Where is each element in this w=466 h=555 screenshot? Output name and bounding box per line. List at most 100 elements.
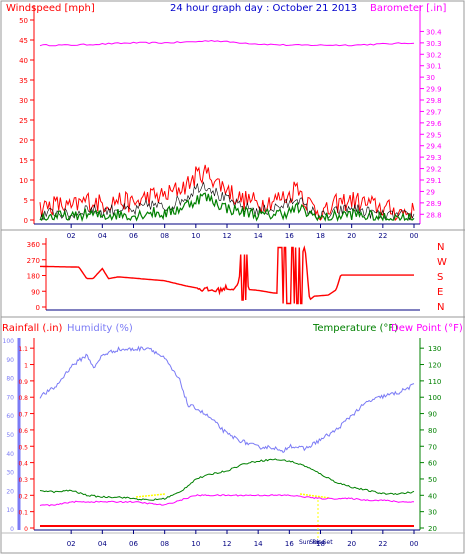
temperature-humidity-panel: 0 10 20 30 40 50 60 70 80 90 100 0 0.1 0.2 0.3 0.4 0.5 0.… xyxy=(3,338,441,548)
x-tick-label-1: 06 xyxy=(129,232,138,240)
humidity-tick-label: 20 xyxy=(6,488,14,495)
x-tick-label-1: 12 xyxy=(223,232,232,240)
x-tick-label-1: 04 xyxy=(98,232,107,240)
windspeed-tick-label: 15 xyxy=(19,157,28,165)
rainfall-tick-label: 0 xyxy=(24,526,28,533)
temperature-tick-label: 50 xyxy=(428,476,437,484)
humidity-tick-label: 80 xyxy=(6,376,14,383)
windspeed-tick-label: 30 xyxy=(19,97,28,105)
dewpoint-axis-label: Dew Point (°F) xyxy=(391,323,463,334)
rainfall-tick-label: 0.5 xyxy=(18,444,28,451)
barometer-tick-label: 29.7 xyxy=(426,108,442,116)
humidity-tick-label: 10 xyxy=(6,507,14,514)
barometer-tick-label: 30.1 xyxy=(426,63,442,71)
x-tick-label-1: 22 xyxy=(378,232,387,240)
barometer-tick-label: 28.9 xyxy=(426,200,442,208)
barometer-tick-label: 30.3 xyxy=(426,40,442,48)
humidity-tick-label: 30 xyxy=(6,470,14,477)
wind-line xyxy=(39,181,415,221)
x-tick-label-1: 10 xyxy=(191,232,200,240)
temperature-tick-label: 130 xyxy=(428,345,441,353)
rainfall-tick-label: 0.6 xyxy=(18,428,28,435)
x-tick-label-1: 02 xyxy=(67,232,76,240)
windspeed-tick-label: 5 xyxy=(24,197,28,205)
x-tick-label-3: 16 xyxy=(285,540,294,548)
temperature-tick-label: 100 xyxy=(428,394,441,402)
compass-label: E xyxy=(437,287,443,298)
barometer-tick-label: 29.5 xyxy=(426,131,442,139)
humidity-line xyxy=(39,345,415,454)
compass-label: N xyxy=(437,302,444,313)
average-wind-line xyxy=(39,192,415,223)
humidity-tick-label: 0 xyxy=(10,526,14,533)
x-tick-label-3: 18 xyxy=(316,540,325,548)
rainfall-tick-label: 1.1 xyxy=(18,346,28,353)
x-tick-label-3: 22 xyxy=(378,540,387,548)
barometer-tick-label: 29.1 xyxy=(426,177,442,185)
humidity-tick-label: 40 xyxy=(6,451,14,458)
barometer-axis-label: Barometer [.in] xyxy=(370,3,446,14)
humidity-tick-label: 100 xyxy=(3,338,15,345)
barometer-tick-label: 30 xyxy=(426,74,435,82)
windspeed-tick-label: 45 xyxy=(19,37,28,45)
temperature-tick-label: 40 xyxy=(428,492,437,500)
humidity-tick-label: 70 xyxy=(6,394,14,401)
windspeed-axis-label: Windspeed [mph] xyxy=(6,3,95,14)
direction-tick-label: 0 xyxy=(36,304,40,312)
chart-title: 24 hour graph day : October 21 2013 xyxy=(170,3,357,14)
barometer-tick-label: 29.9 xyxy=(426,86,442,94)
x-tick-label-1: 00 xyxy=(410,232,419,240)
direction-tick-label: 180 xyxy=(27,273,40,281)
windspeed-tick-label: 35 xyxy=(19,77,28,85)
x-tick-label-3: 04 xyxy=(98,540,107,548)
rainfall-tick-label: 1 xyxy=(24,363,28,370)
temperature-tick-label: 30 xyxy=(428,509,437,517)
temperature-tick-label: 20 xyxy=(428,525,437,533)
barometer-tick-label: 29.8 xyxy=(426,97,442,105)
rainfall-tick-label: 0.9 xyxy=(18,379,28,386)
compass-label: W xyxy=(437,257,447,268)
x-tick-label-1: 20 xyxy=(347,232,356,240)
temperature-line xyxy=(39,458,415,501)
windspeed-tick-label: 25 xyxy=(19,117,28,125)
windspeed-tick-label: 40 xyxy=(19,57,28,65)
compass-label: N xyxy=(437,242,444,253)
barometer-tick-label: 29.6 xyxy=(426,120,442,128)
direction-tick-label: 270 xyxy=(27,257,40,265)
compass-label: S xyxy=(437,272,443,283)
sun-marker-dots xyxy=(135,493,331,499)
x-tick-label-1: 14 xyxy=(254,232,263,240)
temperature-tick-label: 60 xyxy=(428,460,437,468)
rainfall-tick-label: 0.1 xyxy=(18,510,28,517)
x-tick-label-3: 08 xyxy=(160,540,169,548)
temperature-tick-label: 90 xyxy=(428,411,437,419)
x-tick-label-3: 12 xyxy=(223,540,232,548)
rainfall-axis-label: Rainfall (.in) xyxy=(2,323,63,334)
windspeed-tick-label: 20 xyxy=(19,137,28,145)
humidity-tick-label: 60 xyxy=(6,413,14,420)
wind-barometer-panel: 0 5 10 15 20 25 30 35 40 45 50 28.8 28.9 29 29.1 29.2 29… xyxy=(19,5,442,240)
barometer-tick-label: 29.3 xyxy=(426,154,442,162)
x-tick-label-1: 08 xyxy=(160,232,169,240)
x-tick-label-3: 10 xyxy=(191,540,200,548)
wind-direction-line xyxy=(40,245,414,305)
direction-tick-label: 360 xyxy=(27,241,40,249)
temperature-tick-label: 70 xyxy=(428,443,437,451)
windspeed-tick-label: 10 xyxy=(19,177,28,185)
rainfall-tick-label: 0.3 xyxy=(18,477,28,484)
windspeed-tick-label: 0 xyxy=(24,217,28,225)
rainfall-tick-label: 0.2 xyxy=(18,493,28,500)
barometer-tick-label: 29.2 xyxy=(426,166,442,174)
x-tick-label-1: 16 xyxy=(285,232,294,240)
sunrise-label: Sun Rise xyxy=(299,539,325,546)
rainfall-tick-label: 0.8 xyxy=(18,395,28,402)
barometer-tick-label: 29 xyxy=(426,188,435,196)
x-tick-label-1: 18 xyxy=(316,232,325,240)
x-tick-label-3: 20 xyxy=(347,540,356,548)
rainfall-tick-label: 0.4 xyxy=(18,461,28,468)
barometer-line xyxy=(39,39,415,47)
temperature-tick-label: 110 xyxy=(428,378,441,386)
